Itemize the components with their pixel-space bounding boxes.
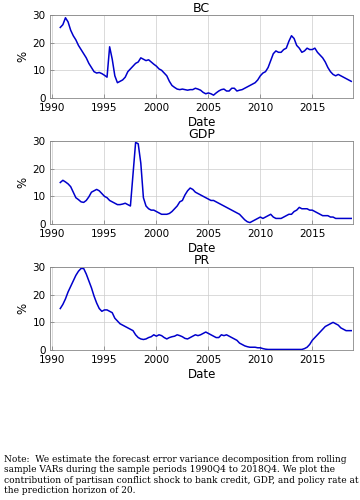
X-axis label: Date: Date (188, 116, 216, 128)
Title: GDP: GDP (188, 128, 215, 141)
X-axis label: Date: Date (188, 368, 216, 380)
Y-axis label: %: % (17, 51, 30, 62)
Y-axis label: %: % (17, 303, 30, 314)
Title: PR: PR (193, 254, 210, 267)
X-axis label: Date: Date (188, 242, 216, 254)
Text: Note:  We estimate the forecast error variance decomposition from rolling sample: Note: We estimate the forecast error var… (4, 455, 358, 495)
Title: BC: BC (193, 2, 210, 15)
Y-axis label: %: % (17, 177, 30, 188)
